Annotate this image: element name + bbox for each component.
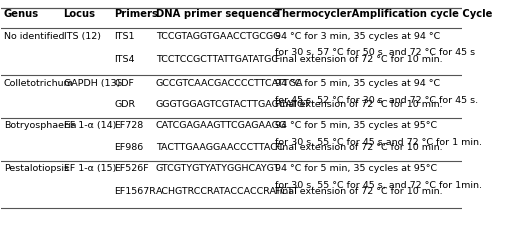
Text: TACTTGAAGGAACCCTTACC: TACTTGAAGGAACCCTTACC	[155, 143, 283, 152]
Text: Final extension of 72 °C for 10 min.: Final extension of 72 °C for 10 min.	[276, 55, 443, 64]
Text: ITS1: ITS1	[114, 32, 135, 41]
Text: EF 1-α (14): EF 1-α (14)	[64, 121, 116, 130]
Text: ThermocyclerAmplification cycle Cycle: ThermocyclerAmplification cycle Cycle	[276, 9, 493, 19]
Text: CATCGAGAAGTTCGAGAAGG: CATCGAGAAGTTCGAGAAGG	[155, 121, 287, 130]
Text: Locus: Locus	[64, 9, 95, 19]
Text: Final extension of 72 °C for 10 min.: Final extension of 72 °C for 10 min.	[276, 188, 443, 197]
Text: Botryosphaeria: Botryosphaeria	[4, 121, 76, 130]
Text: GDR: GDR	[114, 100, 135, 109]
Text: 94 °C for 3 min, 35 cycles at 94 °C: 94 °C for 3 min, 35 cycles at 94 °C	[276, 32, 441, 41]
Text: 94 °C for 5 min, 35 cycles at 95°C: 94 °C for 5 min, 35 cycles at 95°C	[276, 121, 438, 130]
Text: Final extension of 72 °C for 10 min.: Final extension of 72 °C for 10 min.	[276, 100, 443, 109]
Text: TCCGTAGGTGAACCTGCGG: TCCGTAGGTGAACCTGCGG	[155, 32, 280, 41]
Text: Colletotrichum: Colletotrichum	[4, 79, 74, 88]
Text: ACHGTRCCRATACCACCRATCTT: ACHGTRCCRATACCACCRATCTT	[155, 188, 299, 197]
Text: for 30 s, 57 °C for 50 s  and 72 °C for 45 s: for 30 s, 57 °C for 50 s and 72 °C for 4…	[276, 49, 476, 57]
Text: No identified: No identified	[4, 32, 64, 41]
Text: GCCGTCAACGACCCCTTCATTGA: GCCGTCAACGACCCCTTCATTGA	[155, 79, 303, 88]
Text: EF728: EF728	[114, 121, 143, 130]
Text: GGGTGGAGTCGTACTTGAGCATGT: GGGTGGAGTCGTACTTGAGCATGT	[155, 100, 310, 109]
Text: for 30 s, 55 °C for 45 s,and 72 °C for 1 min.: for 30 s, 55 °C for 45 s,and 72 °C for 1…	[276, 138, 482, 147]
Text: EF 1-α (15): EF 1-α (15)	[64, 164, 116, 173]
Text: ITS4: ITS4	[114, 55, 135, 64]
Text: EF986: EF986	[114, 143, 143, 152]
Text: Final extension of 72 °C for 10 min.: Final extension of 72 °C for 10 min.	[276, 143, 443, 152]
Text: 94 °C for 5 min, 35 cycles at 94 °C: 94 °C for 5 min, 35 cycles at 94 °C	[276, 79, 440, 88]
Text: GAPDH (13): GAPDH (13)	[64, 79, 120, 88]
Text: 94 °C for 5 min, 35 cycles at 95°C: 94 °C for 5 min, 35 cycles at 95°C	[276, 164, 438, 173]
Text: TCCTCCGCTTATTGATATGC: TCCTCCGCTTATTGATATGC	[155, 55, 278, 64]
Text: GDF: GDF	[114, 79, 134, 88]
Text: ITS (12): ITS (12)	[64, 32, 100, 41]
Text: EF526F: EF526F	[114, 164, 149, 173]
Text: for 45 s, 52 °C for 30 s  and 72 °C for 45 s.: for 45 s, 52 °C for 30 s and 72 °C for 4…	[276, 96, 479, 105]
Text: Pestalotiopsis: Pestalotiopsis	[4, 164, 69, 173]
Text: GTCGTYGTYATYGGHCAYGT: GTCGTYGTYATYGGHCAYGT	[155, 164, 280, 173]
Text: Genus: Genus	[4, 9, 39, 19]
Text: Primers: Primers	[114, 9, 158, 19]
Text: for 30 s, 55 °C for 45 s, and 72 °C for 1min.: for 30 s, 55 °C for 45 s, and 72 °C for …	[276, 181, 482, 190]
Text: EF1567R: EF1567R	[114, 188, 156, 197]
Text: DNA primer sequence: DNA primer sequence	[155, 9, 279, 19]
